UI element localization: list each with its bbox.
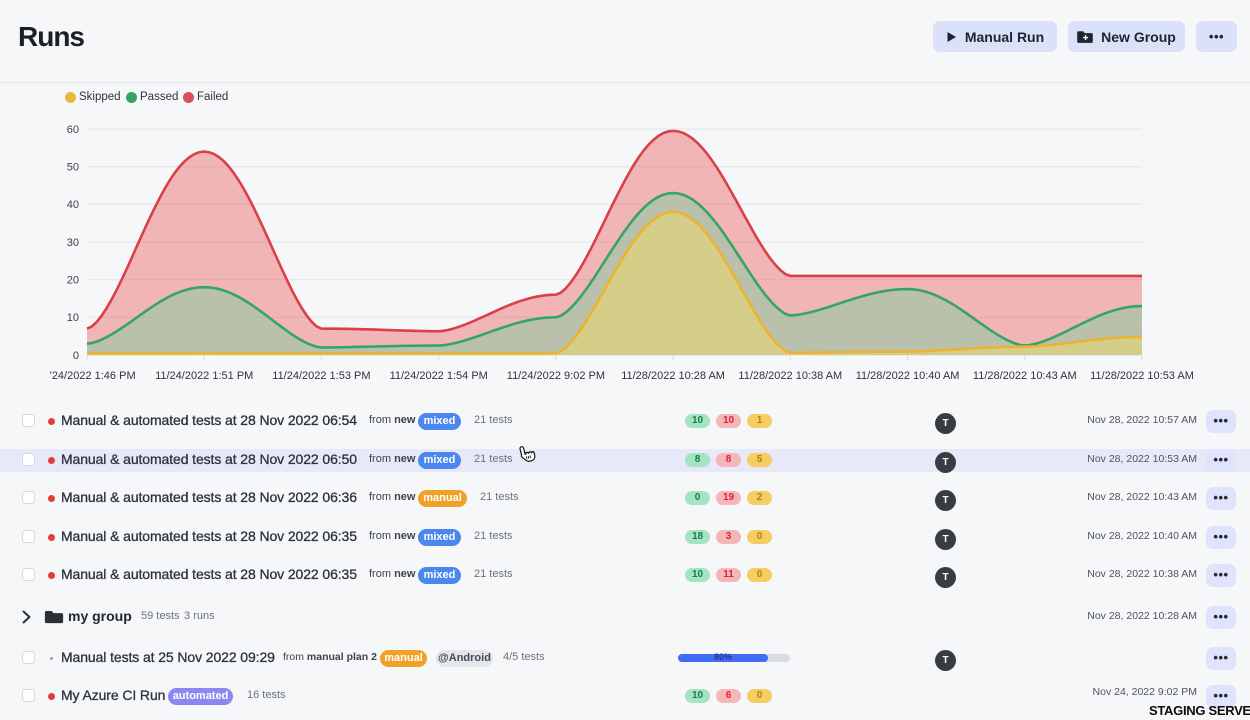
svg-text:’24/2022 1:46 PM: ’24/2022 1:46 PM [49, 370, 135, 382]
svg-text:11/28/2022 10:28 AM: 11/28/2022 10:28 AM [621, 370, 725, 382]
svg-text:11/28/2022 10:43 AM: 11/28/2022 10:43 AM [973, 370, 1077, 382]
svg-text:11/28/2022 10:40 AM: 11/28/2022 10:40 AM [856, 370, 960, 382]
svg-text:10: 10 [67, 312, 79, 324]
svg-text:40: 40 [67, 199, 79, 211]
svg-text:11/24/2022 1:53 PM: 11/24/2022 1:53 PM [272, 370, 370, 382]
svg-text:11/28/2022 10:53 AM: 11/28/2022 10:53 AM [1090, 370, 1194, 382]
svg-text:60: 60 [67, 124, 79, 136]
svg-text:11/24/2022 9:02 PM: 11/24/2022 9:02 PM [507, 370, 605, 382]
svg-text:0: 0 [73, 350, 79, 362]
svg-text:11/24/2022 1:54 PM: 11/24/2022 1:54 PM [390, 370, 488, 382]
svg-text:20: 20 [67, 275, 79, 287]
svg-text:11/28/2022 10:38 AM: 11/28/2022 10:38 AM [738, 370, 842, 382]
svg-text:50: 50 [67, 162, 79, 174]
svg-text:11/24/2022 1:51 PM: 11/24/2022 1:51 PM [155, 370, 253, 382]
svg-text:30: 30 [67, 237, 79, 249]
